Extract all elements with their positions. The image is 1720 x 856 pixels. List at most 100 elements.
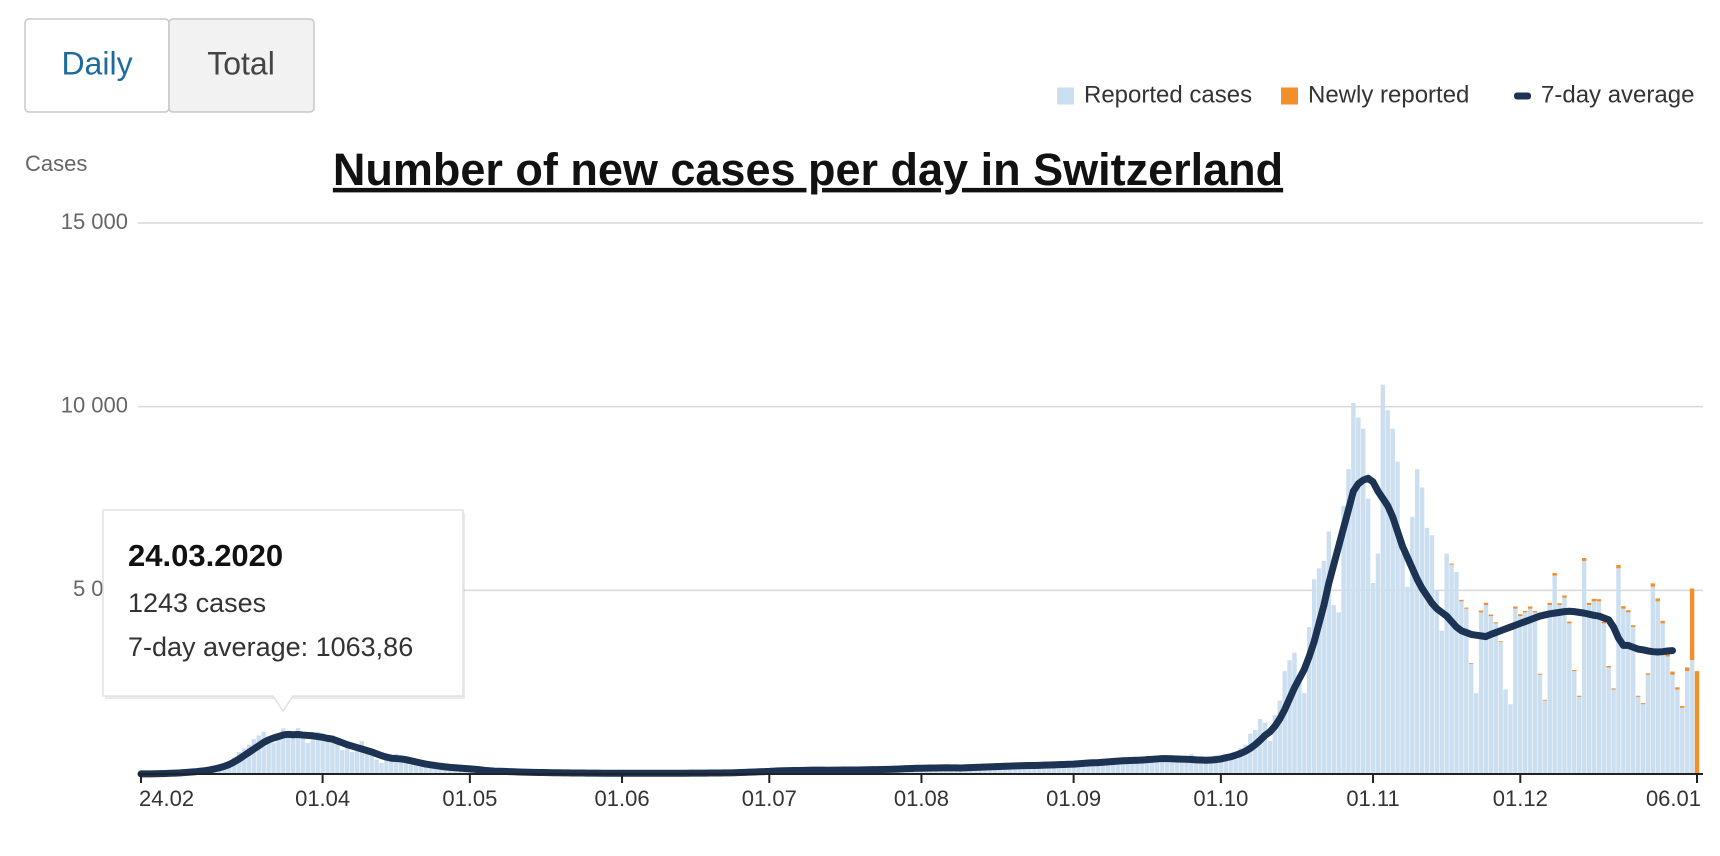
bar — [1213, 755, 1219, 774]
bar — [987, 767, 993, 774]
legend-label: Reported cases — [1084, 81, 1252, 108]
bar — [1468, 663, 1474, 664]
bar — [1680, 707, 1685, 774]
bar — [1223, 753, 1228, 774]
bar — [1513, 608, 1518, 774]
average-line — [137, 474, 1676, 778]
bar — [1449, 563, 1454, 565]
bar — [1626, 612, 1631, 774]
bar — [1208, 757, 1214, 774]
y-tick-label: 10 000 — [61, 392, 128, 417]
bar — [997, 767, 1003, 774]
bar — [1689, 660, 1695, 774]
bar — [286, 733, 291, 774]
bar — [251, 739, 257, 774]
bar — [1493, 623, 1498, 774]
bar — [1100, 759, 1106, 774]
bar — [261, 731, 266, 774]
bar — [1061, 767, 1067, 774]
bar — [1616, 564, 1621, 569]
bar — [1189, 754, 1194, 774]
bar — [364, 750, 370, 774]
bar — [1257, 718, 1263, 774]
bar — [1478, 610, 1484, 613]
bar — [1243, 744, 1248, 774]
bar — [1606, 666, 1611, 668]
bar — [1331, 605, 1336, 774]
bar — [1194, 756, 1199, 774]
bar — [369, 753, 374, 774]
bar — [1694, 671, 1700, 774]
bar — [1297, 682, 1302, 774]
bar — [1552, 575, 1557, 774]
bar — [1680, 706, 1685, 708]
bar — [1272, 715, 1278, 774]
bar — [271, 742, 276, 774]
tooltip-box — [102, 509, 464, 713]
legend-label: Newly reported — [1308, 81, 1469, 108]
bar — [1586, 602, 1592, 606]
bar — [1670, 671, 1675, 675]
bar — [1542, 700, 1548, 774]
bar — [394, 753, 399, 774]
bar — [1218, 755, 1224, 774]
bar — [1670, 674, 1675, 774]
tab-total[interactable] — [168, 18, 315, 113]
bar — [1228, 755, 1233, 774]
bar — [315, 731, 320, 774]
legend-label: 7-day average — [1541, 81, 1694, 108]
bar — [438, 767, 443, 774]
bar — [1596, 601, 1602, 774]
y-tick-label: 15 000 — [61, 209, 128, 234]
bar — [1262, 722, 1268, 774]
bar — [1537, 674, 1543, 774]
bar — [266, 737, 271, 774]
bar — [1135, 758, 1140, 774]
bar — [1076, 761, 1081, 774]
bar — [1576, 695, 1582, 697]
bar — [1464, 607, 1469, 609]
bar — [1400, 553, 1405, 774]
bar — [1518, 614, 1523, 617]
bar — [305, 742, 311, 774]
bar — [1292, 652, 1297, 774]
bar — [1154, 758, 1160, 774]
bar — [1547, 602, 1552, 606]
bar — [1552, 573, 1557, 576]
bar — [1611, 688, 1616, 690]
bar — [1459, 599, 1464, 602]
bar — [1056, 764, 1062, 774]
bar — [1027, 767, 1032, 774]
bar — [1365, 498, 1371, 774]
bar — [1532, 610, 1538, 613]
bar — [1066, 764, 1071, 774]
bar — [413, 764, 419, 774]
bar — [1095, 764, 1101, 774]
bar — [1473, 693, 1479, 774]
bar — [1606, 667, 1611, 774]
bar — [1434, 590, 1440, 774]
bar — [1415, 469, 1420, 774]
bar — [1611, 689, 1616, 774]
bar — [374, 759, 379, 774]
bar — [1424, 527, 1430, 774]
bar — [1498, 641, 1503, 642]
bar — [1522, 610, 1528, 613]
bar — [1542, 699, 1548, 701]
bar — [1051, 763, 1057, 774]
bar — [1164, 762, 1170, 774]
bar — [1125, 762, 1130, 774]
bar — [359, 740, 365, 774]
bar — [1508, 704, 1513, 774]
x-tick-label: 01.10 — [1193, 786, 1248, 811]
bar — [1572, 671, 1577, 774]
bar — [256, 735, 262, 774]
tab-label[interactable]: Daily — [61, 45, 132, 81]
bar — [1130, 760, 1135, 774]
bar — [1169, 759, 1174, 774]
tab-label[interactable]: Total — [207, 45, 275, 81]
bar — [1557, 605, 1562, 774]
bar — [1429, 535, 1435, 774]
bar — [1140, 757, 1145, 774]
bar — [1238, 748, 1243, 774]
